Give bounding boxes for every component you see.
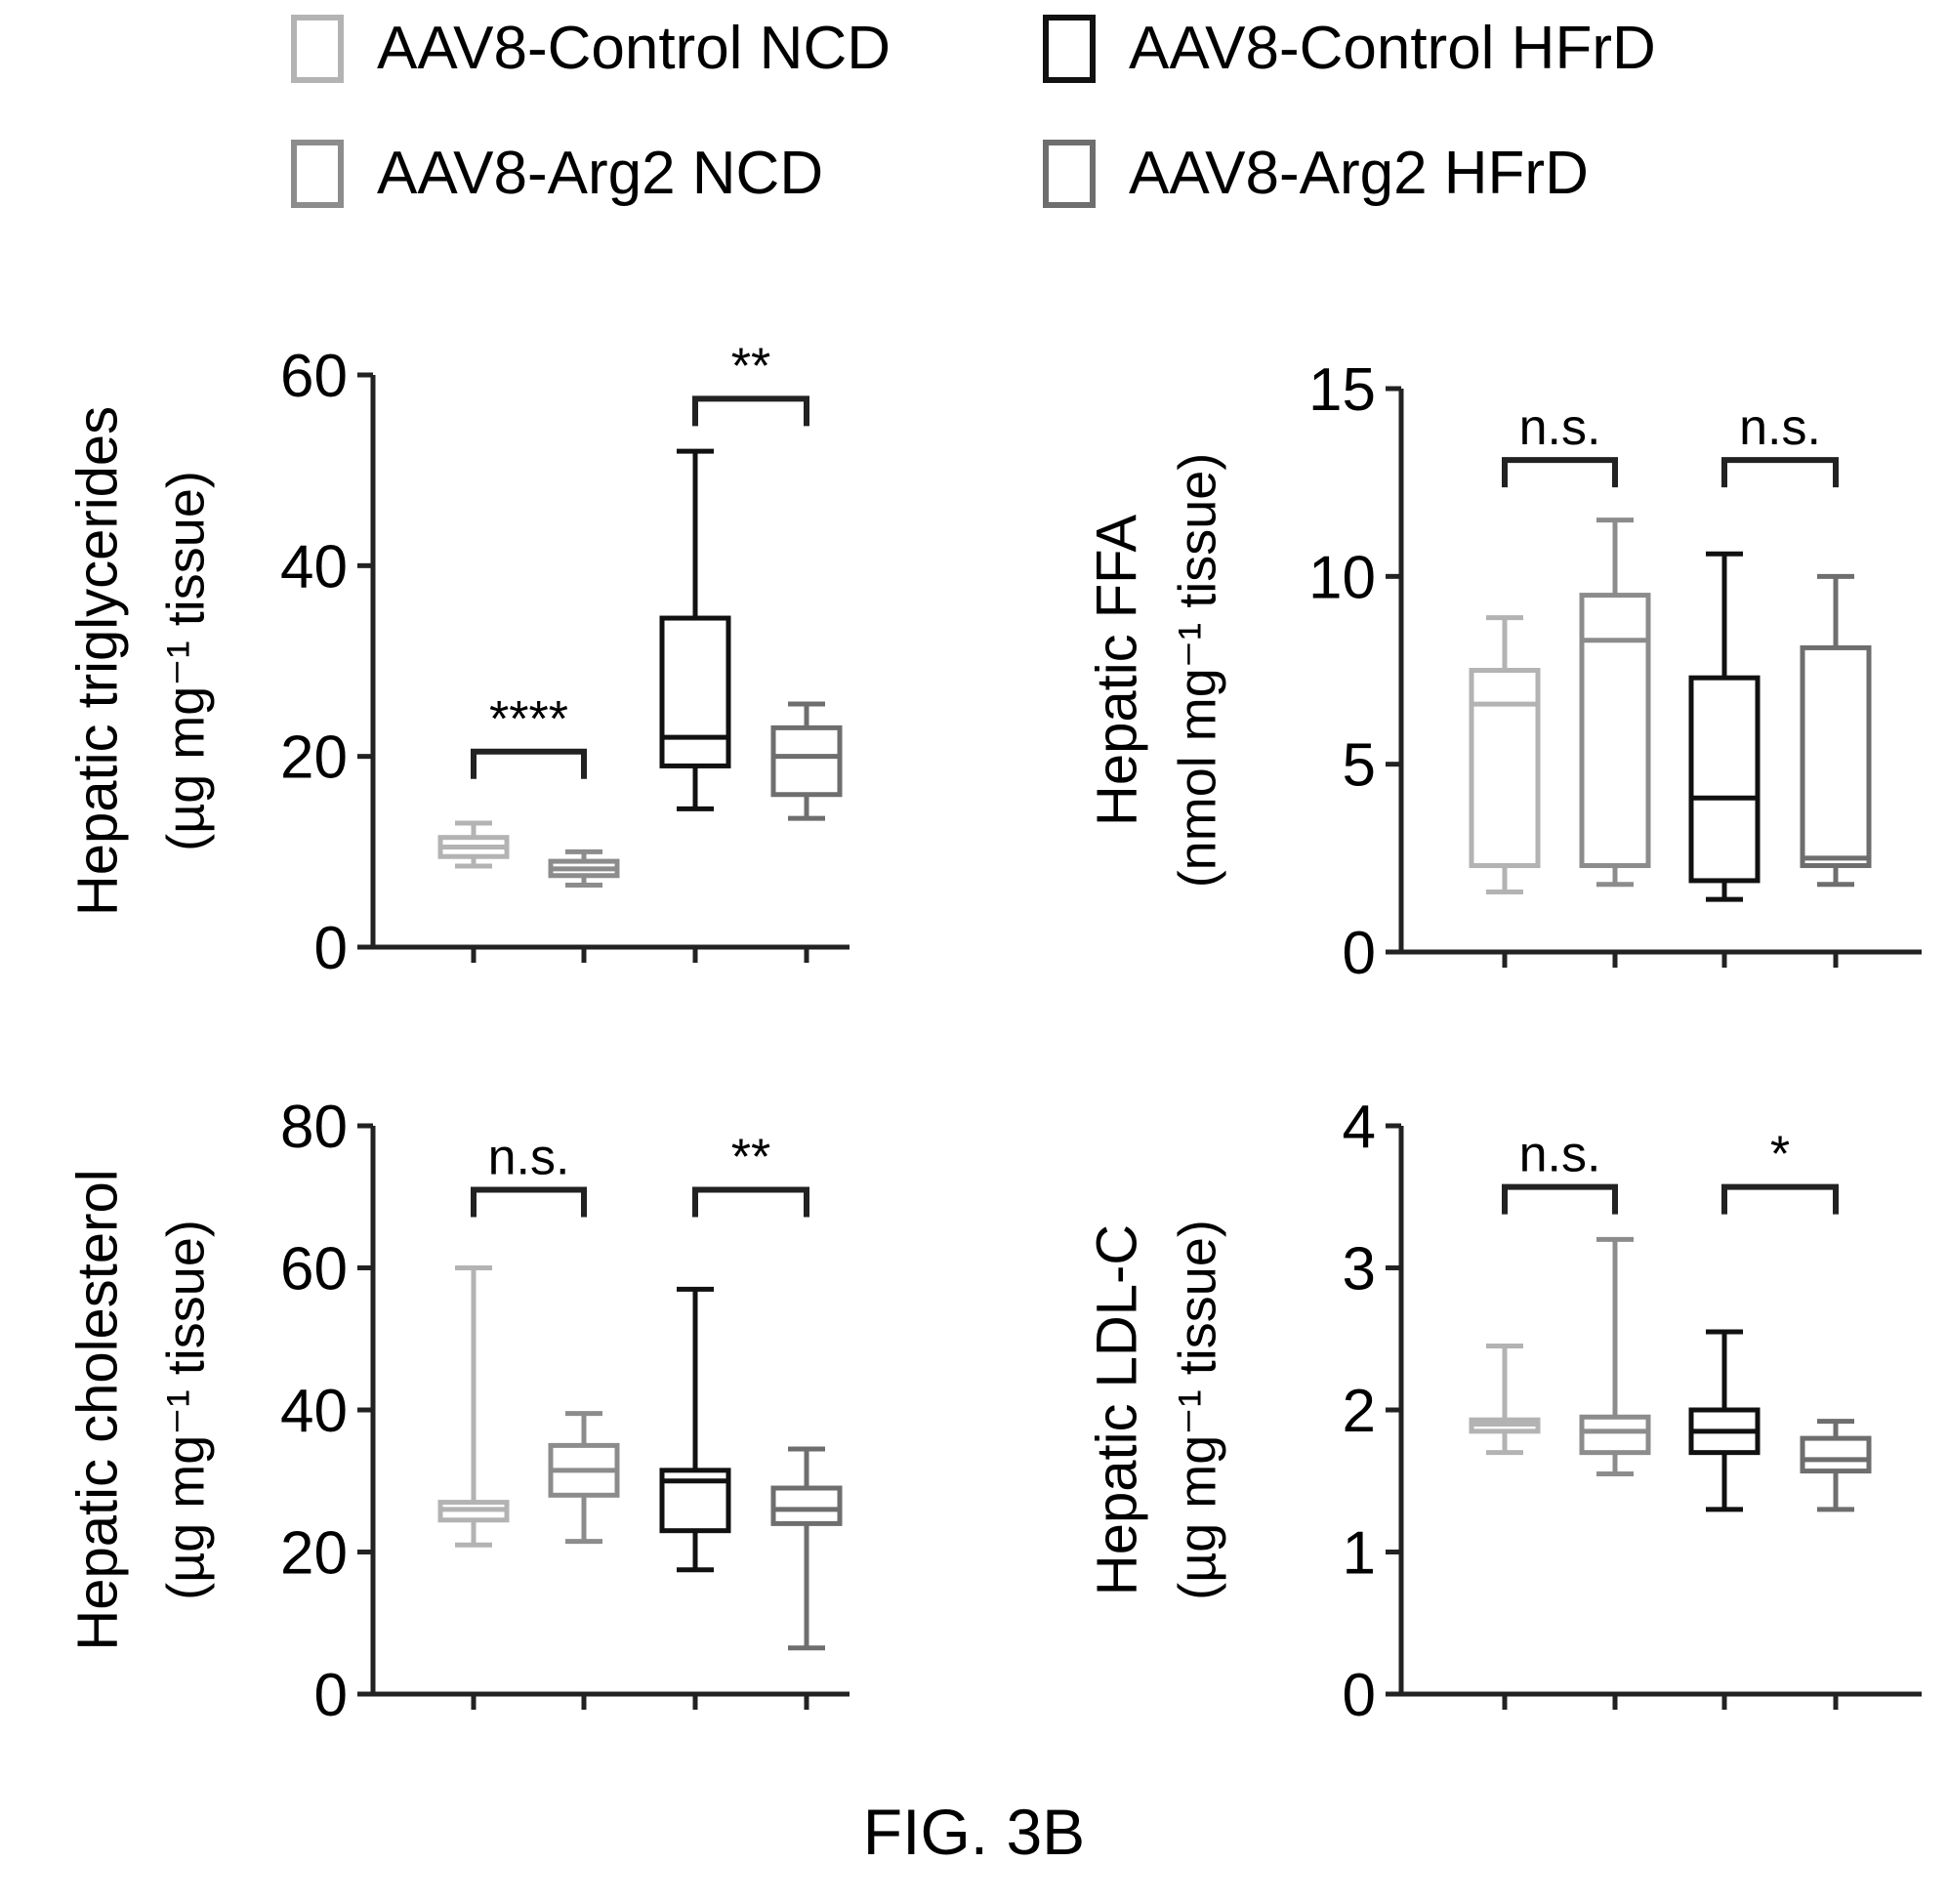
significance-label: n.s.	[1519, 399, 1601, 456]
legend-label-control-ncd: AAV8-Control NCD	[377, 15, 891, 82]
plot-panel: 0 20 40 60 Hepatic triglycerides (µg mg⁻¹ tis…	[65, 338, 850, 982]
significance-label: n.s.	[1739, 399, 1821, 456]
box-aav8-control-ncd	[1469, 615, 1541, 894]
y-tick-label: 2	[1343, 1378, 1376, 1445]
box-aav8-arg2-ncd	[1579, 517, 1651, 888]
significance-bracket: *	[1721, 1127, 1839, 1215]
y-axis-title: Hepatic triglycerides	[65, 406, 129, 916]
significance-label: **	[731, 338, 770, 394]
significance-bracket: n.s.	[1721, 399, 1839, 488]
y-tick-label: 0	[314, 1662, 348, 1729]
y-tick-label: 0	[1343, 920, 1376, 987]
significance-bracket: n.s.	[471, 1129, 587, 1218]
y-tick-label: 40	[280, 533, 348, 600]
y-axis-unit: (µg mg⁻¹ tissue)	[156, 471, 215, 851]
bracket-line	[692, 1186, 809, 1218]
box-aav8-arg2-hfrd	[1800, 573, 1872, 888]
y-axis-unit: (µg mg⁻¹ tissue)	[156, 1220, 215, 1600]
significance-label: *	[1770, 1127, 1790, 1183]
plot-panel: 0 5 10 15 Hepatic FFA (nmol mg⁻¹ tissue) n.s. n…	[1085, 356, 1922, 987]
bracket-line	[1502, 457, 1618, 488]
box-aav8-arg2-hfrd	[770, 701, 843, 821]
box-iqr	[1688, 675, 1761, 884]
figure-caption: FIG. 3B	[862, 1796, 1086, 1868]
significance-label: n.s.	[488, 1129, 570, 1185]
box-aav8-control-hfrd	[659, 448, 731, 811]
box-aav8-arg2-ncd	[1579, 1236, 1651, 1476]
box-aav8-control-hfrd	[659, 1286, 731, 1573]
legend-item-control-hfrd: AAV8-Control HFrD	[1043, 14, 1656, 83]
significance-bracket: n.s.	[1502, 1127, 1618, 1215]
box-aav8-arg2-hfrd	[770, 1446, 843, 1651]
box-aav8-arg2-ncd	[548, 849, 620, 889]
legend-item-control-ncd: AAV8-Control NCD	[291, 14, 891, 83]
plot-panel: 0 20 40 60 80 Hepatic cholesterol (µg mg⁻¹ tis…	[65, 1094, 850, 1729]
y-tick-label: 0	[1343, 1662, 1376, 1729]
box-iqr	[770, 724, 843, 798]
y-tick-label: 20	[280, 724, 348, 792]
box-aav8-arg2-ncd	[548, 1411, 620, 1545]
box-iqr	[1800, 644, 1872, 869]
bracket-line	[471, 748, 587, 779]
box-iqr	[659, 615, 731, 768]
bracket-line	[692, 395, 809, 427]
y-tick-label: 3	[1343, 1236, 1376, 1304]
box-aav8-control-ncd	[437, 1265, 510, 1548]
box-iqr	[1469, 668, 1541, 869]
y-tick-label: 20	[280, 1520, 348, 1588]
bracket-line	[1721, 1183, 1839, 1215]
legend-swatch-control-ncd	[291, 14, 344, 83]
y-tick-label: 60	[280, 343, 348, 410]
legend-item-arg2-ncd: AAV8-Arg2 NCD	[291, 139, 823, 208]
y-tick-label: 4	[1343, 1094, 1376, 1161]
legend-swatch-control-hfrd	[1043, 14, 1096, 83]
y-axis-title: Hepatic FFA	[1085, 515, 1148, 826]
legend-label-arg2-ncd: AAV8-Arg2 NCD	[377, 140, 824, 207]
significance-bracket: **	[692, 338, 809, 427]
box-aav8-control-ncd	[1469, 1344, 1541, 1456]
y-axis-unit: (µg mg⁻¹ tissue)	[1168, 1220, 1226, 1600]
significance-label: n.s.	[1519, 1127, 1601, 1183]
y-axis-title: Hepatic cholesterol	[65, 1169, 129, 1650]
y-tick-label: 80	[280, 1094, 348, 1161]
box-iqr	[1579, 1414, 1651, 1456]
significance-bracket: ****	[471, 691, 587, 779]
legend-swatch-arg2-hfrd	[1043, 139, 1096, 208]
bracket-line	[471, 1186, 587, 1218]
legend-label-control-hfrd: AAV8-Control HFrD	[1129, 15, 1656, 82]
significance-bracket: n.s.	[1502, 399, 1618, 488]
box-iqr	[770, 1485, 843, 1526]
y-tick-label: 40	[280, 1378, 348, 1445]
y-tick-label: 0	[314, 915, 348, 982]
legend-item-arg2-hfrd: AAV8-Arg2 HFrD	[1043, 139, 1589, 208]
plot-panel: 0 1 2 3 4 Hepatic LDL-C (µg mg⁻¹ tissue) n.s. *	[1085, 1094, 1922, 1729]
box-aav8-arg2-hfrd	[1800, 1419, 1872, 1512]
y-axis-title: Hepatic LDL-C	[1085, 1224, 1148, 1595]
significance-label: **	[731, 1129, 770, 1185]
y-axis-unit: (nmol mg⁻¹ tissue)	[1168, 453, 1226, 889]
y-tick-label: 15	[1308, 356, 1376, 424]
y-tick-label: 5	[1343, 732, 1376, 800]
y-tick-label: 10	[1308, 544, 1376, 611]
bracket-line	[1721, 457, 1839, 488]
box-iqr	[1800, 1435, 1872, 1474]
significance-label: ****	[489, 691, 568, 748]
y-tick-label: 60	[280, 1236, 348, 1304]
significance-bracket: **	[692, 1129, 809, 1218]
bracket-line	[1502, 1183, 1618, 1215]
box-aav8-control-hfrd	[1688, 1329, 1761, 1512]
box-aav8-control-hfrd	[1688, 551, 1761, 902]
legend-swatch-arg2-ncd	[291, 139, 344, 208]
box-aav8-control-ncd	[437, 820, 510, 869]
legend-label-arg2-hfrd: AAV8-Arg2 HFrD	[1129, 140, 1589, 207]
y-tick-label: 1	[1343, 1520, 1376, 1588]
box-iqr	[1579, 593, 1651, 869]
